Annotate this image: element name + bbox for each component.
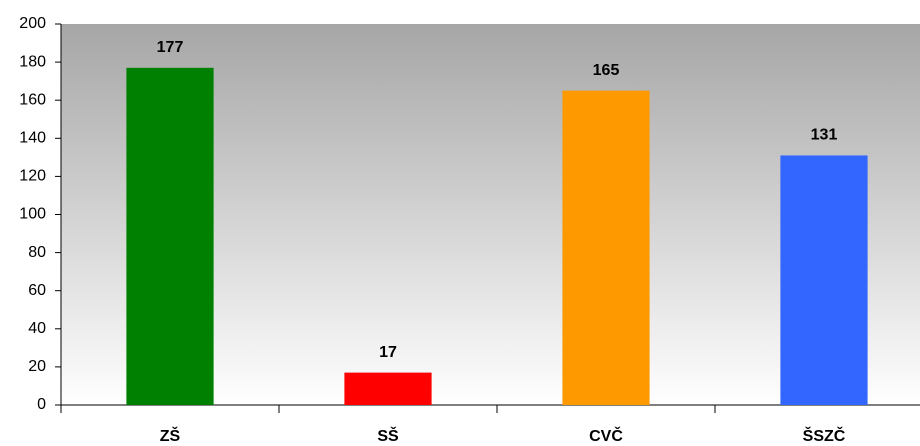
x-tick-label: SŠ: [377, 426, 399, 445]
y-tick-label: 200: [19, 15, 46, 32]
y-tick-label: 60: [28, 282, 46, 299]
y-tick-label: 100: [19, 206, 46, 223]
y-tick-label: 140: [19, 130, 46, 147]
x-tick-label: ZŠ: [160, 426, 181, 445]
y-tick-label: 120: [19, 168, 46, 185]
value-label: 165: [593, 62, 620, 79]
y-tick-label: 180: [19, 53, 46, 70]
value-label: 131: [811, 127, 838, 144]
x-tick-label: CVČ: [589, 426, 623, 445]
x-tick-label: ŠSZČ: [803, 426, 846, 445]
y-tick-label: 160: [19, 91, 46, 108]
bar: [344, 372, 432, 405]
bar: [126, 67, 214, 405]
y-tick-label: 0: [37, 396, 46, 413]
bar: [562, 90, 650, 406]
y-tick-label: 20: [28, 358, 46, 375]
y-tick-label: 40: [28, 320, 46, 337]
y-tick-label: 80: [28, 244, 46, 261]
value-label: 177: [157, 39, 184, 56]
value-label: 17: [379, 344, 397, 361]
bar: [780, 155, 868, 405]
